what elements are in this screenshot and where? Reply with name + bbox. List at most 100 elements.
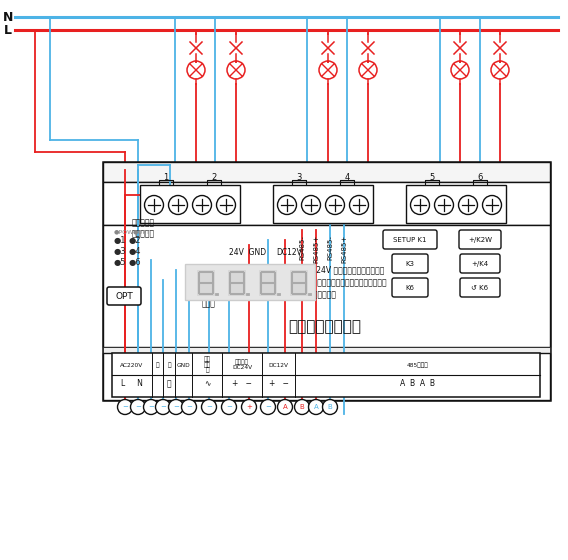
Circle shape (131, 399, 145, 414)
Text: ●POW: ●POW (114, 229, 134, 234)
Bar (185, 264, 315, 300)
FancyBboxPatch shape (460, 254, 500, 273)
FancyBboxPatch shape (392, 278, 428, 297)
Circle shape (325, 195, 345, 214)
Text: A  B  A  B: A B A B (400, 380, 435, 389)
Circle shape (458, 195, 478, 214)
Circle shape (323, 399, 337, 414)
Circle shape (118, 399, 132, 414)
Circle shape (278, 195, 296, 214)
Text: 3: 3 (296, 173, 302, 182)
Text: +/K4: +/K4 (471, 261, 488, 267)
Circle shape (241, 399, 257, 414)
Text: 4: 4 (344, 173, 350, 182)
Text: RS485-: RS485- (299, 235, 305, 260)
FancyBboxPatch shape (107, 287, 141, 305)
Text: L     N: L N (121, 380, 143, 389)
Text: ●4: ●4 (129, 247, 141, 256)
Text: −: − (186, 404, 192, 410)
Text: B: B (300, 404, 304, 410)
Bar (103, 225, 550, 347)
Circle shape (349, 195, 369, 214)
Circle shape (156, 399, 170, 414)
Circle shape (144, 399, 158, 414)
Text: RS485+: RS485+ (313, 235, 319, 263)
Circle shape (182, 399, 197, 414)
Text: 2: 2 (211, 173, 216, 182)
Text: K6: K6 (406, 285, 415, 291)
Text: ●3: ●3 (114, 247, 127, 256)
Text: +   −: + − (232, 380, 252, 389)
Circle shape (482, 195, 502, 214)
Text: B: B (328, 404, 332, 410)
Text: 异: 异 (156, 362, 159, 368)
FancyBboxPatch shape (392, 254, 428, 273)
Text: 24V  GND: 24V GND (229, 248, 266, 257)
Circle shape (169, 399, 183, 414)
Text: −: − (122, 404, 128, 410)
FancyBboxPatch shape (383, 230, 437, 249)
Text: +: + (246, 404, 252, 410)
Text: ●6: ●6 (129, 258, 141, 267)
Bar (259, 270, 277, 296)
Circle shape (411, 195, 429, 214)
Circle shape (308, 399, 324, 414)
Bar (290, 270, 308, 296)
Bar (103, 182, 550, 225)
Circle shape (435, 195, 453, 214)
Circle shape (302, 195, 320, 214)
Text: −: − (160, 404, 166, 410)
Text: 1: 1 (164, 173, 169, 182)
Text: −: − (173, 404, 179, 410)
Text: DC12V: DC12V (269, 362, 289, 367)
Text: 消防
信号
馈: 消防 信号 馈 (203, 357, 211, 374)
Text: 5: 5 (429, 173, 435, 182)
Text: AC220V: AC220V (120, 362, 144, 367)
Text: −: − (148, 404, 154, 410)
Text: 离: 离 (167, 362, 171, 368)
Bar (103, 347, 550, 353)
Bar (140, 185, 240, 223)
Bar (103, 162, 550, 182)
Text: SETUP K1: SETUP K1 (393, 237, 427, 243)
Bar (103, 353, 550, 400)
Text: +   −: + − (269, 380, 289, 389)
Text: 消防干接点
或外接总开: 消防干接点 或外接总开 (131, 218, 154, 239)
Text: ∿: ∿ (204, 380, 210, 389)
Text: N: N (3, 11, 13, 24)
Text: 无源常
开触点: 无源常 开触点 (202, 288, 216, 309)
Text: ●5: ●5 (114, 258, 127, 267)
Text: ●1: ●1 (114, 236, 127, 245)
Bar (406, 185, 506, 223)
Bar (103, 162, 550, 400)
Text: 485数据口: 485数据口 (407, 362, 428, 368)
Bar (228, 270, 246, 296)
Circle shape (278, 399, 293, 414)
Text: 消防输入
DC24V: 消防输入 DC24V (232, 360, 252, 370)
Circle shape (144, 195, 164, 214)
Text: DC12V: DC12V (276, 248, 302, 257)
Text: −: − (265, 404, 271, 410)
Bar (112, 353, 540, 397)
Text: RS485-: RS485- (327, 235, 333, 260)
Circle shape (222, 399, 236, 414)
Text: ●OPT: ●OPT (133, 229, 151, 234)
Text: ●2: ●2 (129, 236, 141, 245)
Text: K3: K3 (406, 261, 415, 267)
Text: L: L (4, 24, 12, 36)
Text: ⌒: ⌒ (166, 380, 172, 389)
Text: RS485+: RS485+ (341, 235, 347, 263)
Text: OPT: OPT (115, 292, 133, 301)
Circle shape (261, 399, 275, 414)
Text: −: − (135, 404, 141, 410)
Circle shape (193, 195, 211, 214)
Bar (197, 270, 215, 296)
Text: ↺ K6: ↺ K6 (471, 285, 488, 291)
Circle shape (202, 399, 216, 414)
Bar (273, 185, 373, 223)
Text: GND: GND (177, 362, 190, 367)
Circle shape (216, 195, 236, 214)
FancyBboxPatch shape (459, 230, 501, 249)
Text: 当消防 24V 输入时模块强启或强切，
24V 断时模块恢复执行原状态（可选择
消防强启，强切）: 当消防 24V 输入时模块强启或强切， 24V 断时模块恢复执行原状态（可选择 … (300, 265, 387, 299)
Circle shape (294, 399, 310, 414)
